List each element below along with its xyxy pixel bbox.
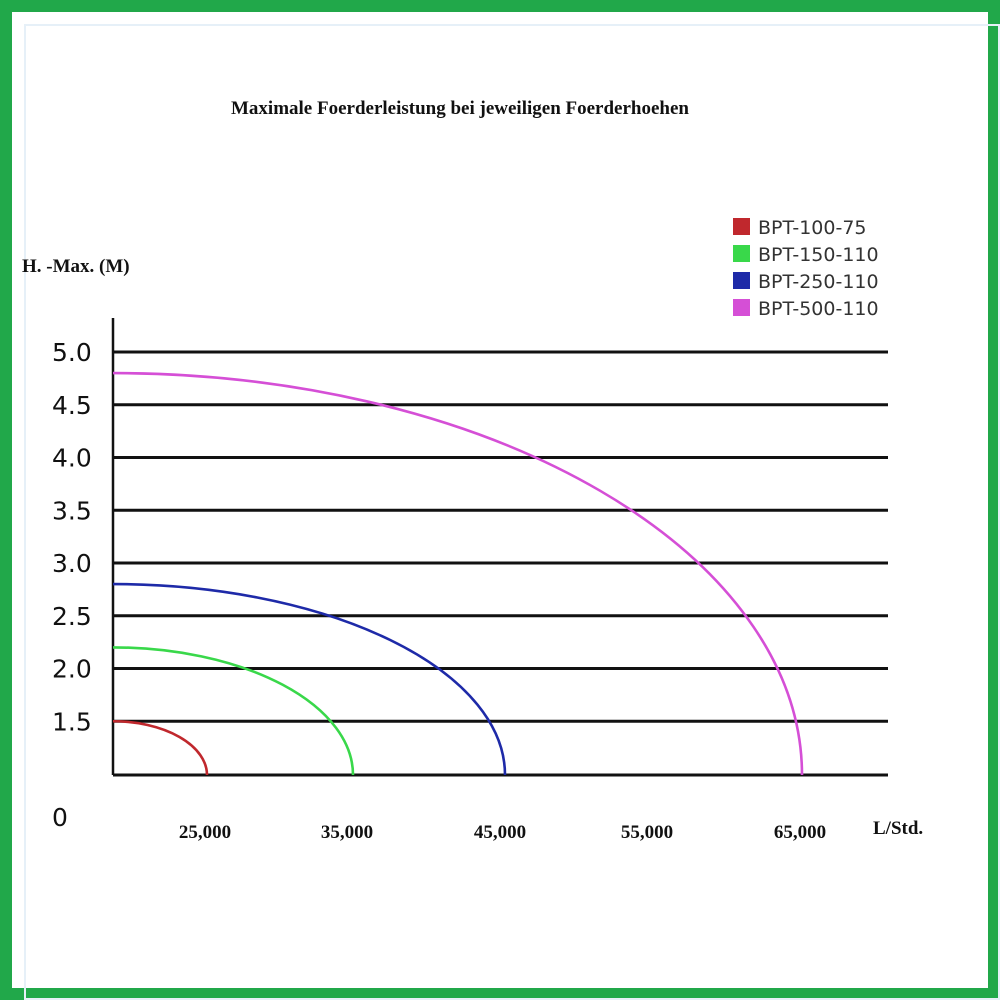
y-tick-label: 4.0 [52, 444, 92, 473]
x-tick-label: 25,000 [179, 822, 231, 843]
x-tick-labels: 25,000 35,000 45,000 55,000 65,000 [179, 822, 826, 843]
legend-swatch [733, 218, 750, 235]
legend-label: BPT-100-75 [758, 217, 867, 239]
y-axis-label: H. -Max. (M) [22, 256, 130, 277]
y-tick-label: 2.0 [52, 655, 92, 684]
legend-swatch [733, 299, 750, 316]
x-tick-label: 55,000 [621, 822, 673, 843]
y-tick-label: 5.0 [52, 338, 92, 367]
legend-label: BPT-250-110 [758, 271, 879, 293]
y-origin-label: 0 [52, 803, 68, 832]
x-tick-label: 45,000 [474, 822, 526, 843]
y-tick-label: 4.5 [52, 391, 92, 420]
y-tick-label: 3.5 [52, 496, 92, 525]
legend-label: BPT-500-110 [758, 298, 879, 320]
x-tick-label: 35,000 [321, 822, 373, 843]
legend: BPT-100-75 BPT-150-110 BPT-250-110 BPT-500-… [733, 217, 879, 320]
legend-label: BPT-150-110 [758, 244, 879, 266]
gridlines [113, 350, 888, 723]
legend-swatch [733, 245, 750, 262]
series-curve [112, 582, 507, 776]
y-tick-label: 1.5 [52, 707, 92, 736]
x-tick-label: 65,000 [774, 822, 826, 843]
chart-title: Maximale Foerderleistung bei jeweiligen … [231, 98, 689, 119]
x-axis-label: L/Std. [873, 818, 923, 839]
y-tick-labels: 1.5 2.0 2.5 3.0 3.5 4.0 4.5 5.0 [52, 338, 92, 736]
series-curves [112, 371, 804, 776]
y-tick-label: 3.0 [52, 549, 92, 578]
legend-swatch [733, 272, 750, 289]
series-curve [112, 371, 804, 776]
y-tick-label: 2.5 [52, 602, 92, 631]
chart-frame-inner [24, 24, 1000, 1000]
axes [111, 318, 888, 777]
series-curve [112, 646, 355, 776]
series-curve [112, 719, 209, 776]
